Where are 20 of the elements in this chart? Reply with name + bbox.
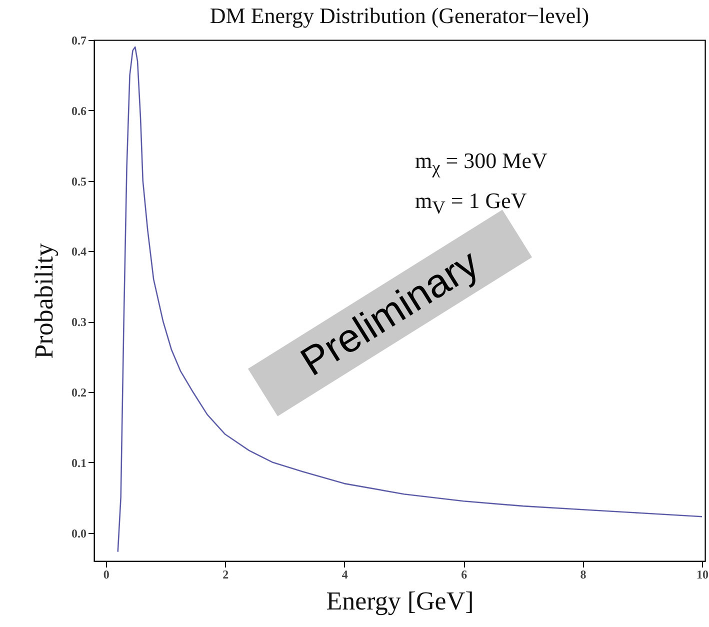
x-tick-label: 2: [222, 568, 229, 582]
y-tick-label: 0.2: [72, 386, 86, 400]
annotation: m$_{V}$ = 1 GeV: [415, 188, 527, 218]
line-series: [117, 46, 703, 552]
chart-title: DM Energy Distribution (Generator−level): [210, 3, 590, 28]
x-tick-label: 6: [461, 568, 468, 582]
x-tick-label: 0: [103, 568, 110, 582]
y-tick-label: 0.7: [72, 34, 86, 48]
x-tick-label: 8: [580, 568, 586, 582]
y-tick-label: 0.0: [72, 526, 86, 540]
x-tick-label: 10: [696, 568, 709, 582]
y-axis-title: Probability: [30, 243, 58, 359]
annotation: m$_{χ}$ = 300 MeV: [415, 148, 548, 178]
y-tick-label: 0.1: [72, 456, 86, 470]
x-tick-label: 4: [342, 568, 348, 582]
y-tick-label: 0.5: [72, 174, 86, 188]
x-axis-title: Energy [GeV]: [326, 586, 474, 616]
y-tick-label: 0.4: [72, 244, 86, 259]
y-tick-label: 0.3: [72, 315, 86, 330]
y-tick-label: 0.6: [72, 104, 86, 118]
